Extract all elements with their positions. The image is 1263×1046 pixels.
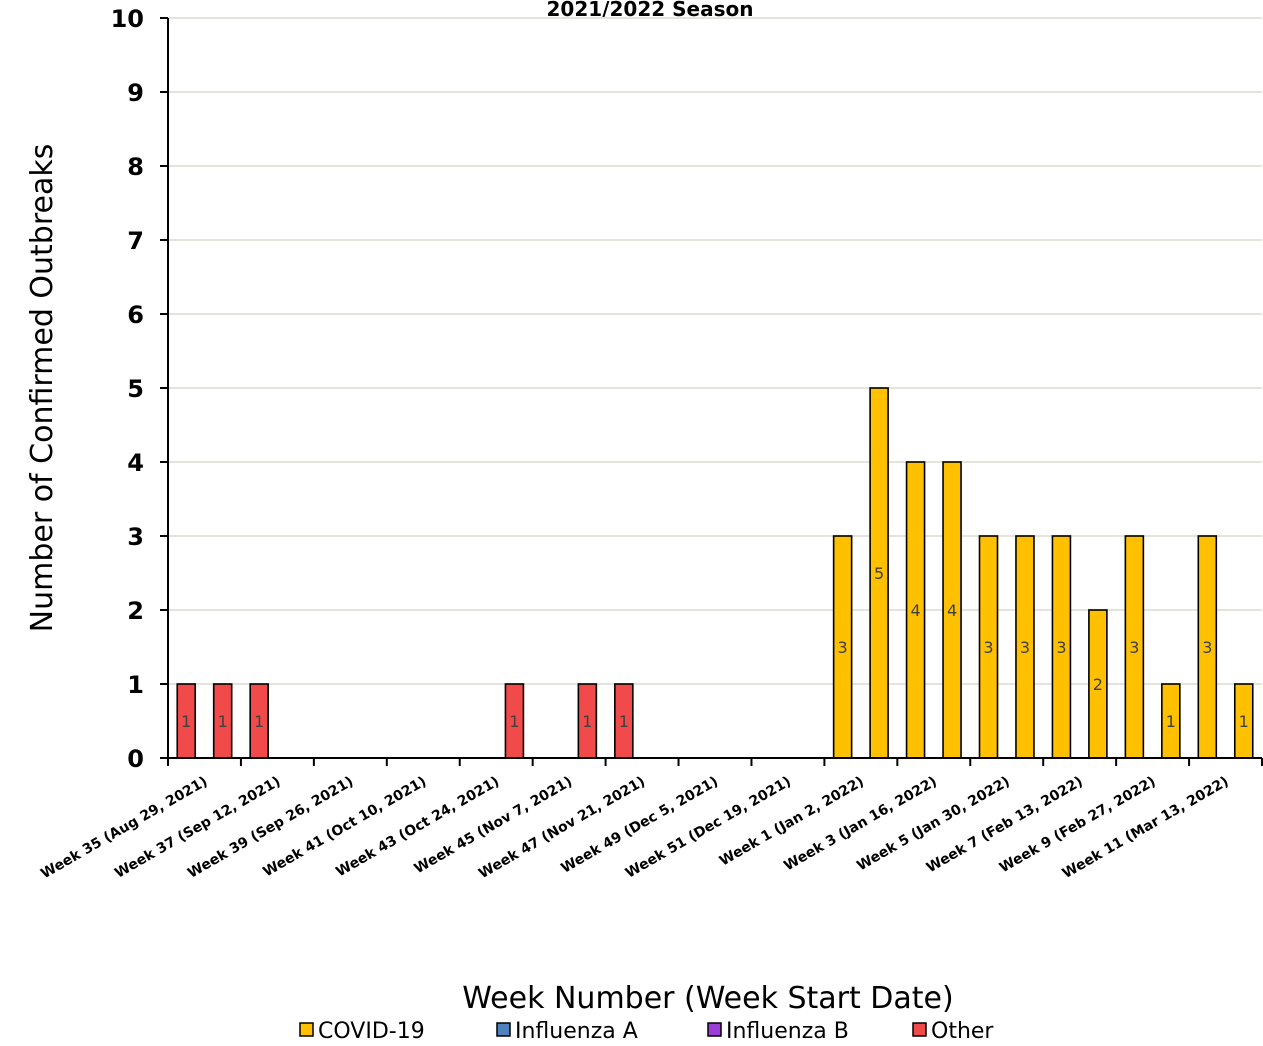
- y-tick-label: 1: [127, 671, 144, 699]
- data-label: 3: [983, 638, 993, 657]
- data-label: 1: [619, 712, 629, 731]
- legend-label: COVID-19: [318, 1019, 425, 1044]
- data-label: 4: [947, 601, 957, 620]
- legend-item: Other: [912, 1019, 994, 1044]
- data-label: 3: [1020, 638, 1030, 657]
- y-tick-label: 2: [127, 597, 144, 625]
- chart-title: 2021/2022 Season: [547, 0, 754, 21]
- data-label: 1: [509, 712, 519, 731]
- y-tick-label: 8: [127, 153, 144, 181]
- legend-swatch: [496, 1022, 511, 1037]
- legend-swatch: [912, 1022, 927, 1037]
- bars: [176, 387, 1254, 759]
- y-axis-title: Number of Confirmed Outbreaks: [25, 144, 60, 633]
- data-label: 3: [1202, 638, 1212, 657]
- legend-swatch: [707, 1022, 722, 1037]
- data-label: 1: [181, 712, 191, 731]
- y-axis-ticks: 0 1 2 3 4 5 6 7 8 9 10: [111, 5, 168, 773]
- data-labels: 3544333231312111111: [181, 564, 1249, 731]
- legend-label: Influenza A: [515, 1019, 638, 1044]
- legend-label: Other: [931, 1019, 994, 1044]
- y-tick-label: 3: [127, 523, 144, 551]
- data-label: 3: [1129, 638, 1139, 657]
- x-axis-ticks: Week 35 (Aug 29, 2021)Week 37 (Sep 12, 2…: [38, 758, 1263, 882]
- data-label: 1: [1166, 712, 1176, 731]
- data-label: 1: [254, 712, 264, 731]
- legend-item: COVID-19: [299, 1019, 425, 1044]
- legend-item: Influenza B: [707, 1019, 849, 1044]
- y-tick-label: 4: [127, 449, 144, 477]
- data-label: 1: [1239, 712, 1249, 731]
- y-tick-label: 10: [111, 5, 144, 33]
- y-tick-label: 5: [127, 375, 144, 403]
- data-label: 4: [910, 601, 920, 620]
- data-label: 1: [582, 712, 592, 731]
- data-label: 2: [1093, 675, 1103, 694]
- y-tick-label: 7: [127, 227, 144, 255]
- data-label: 3: [1056, 638, 1066, 657]
- legend-item: Influenza A: [496, 1019, 638, 1044]
- legend-swatch: [299, 1022, 314, 1037]
- y-tick-label: 6: [127, 301, 144, 329]
- legend-label: Influenza B: [726, 1019, 849, 1044]
- data-label: 1: [218, 712, 228, 731]
- x-axis-title: Week Number (Week Start Date): [462, 981, 953, 1016]
- data-label: 5: [874, 564, 884, 583]
- y-tick-label: 0: [127, 745, 144, 773]
- gridlines: [168, 17, 1262, 685]
- axes: [167, 18, 1262, 759]
- y-tick-label: 9: [127, 79, 144, 107]
- data-label: 3: [838, 638, 848, 657]
- legend: COVID-19 Influenza A Influenza B Other: [299, 1019, 994, 1044]
